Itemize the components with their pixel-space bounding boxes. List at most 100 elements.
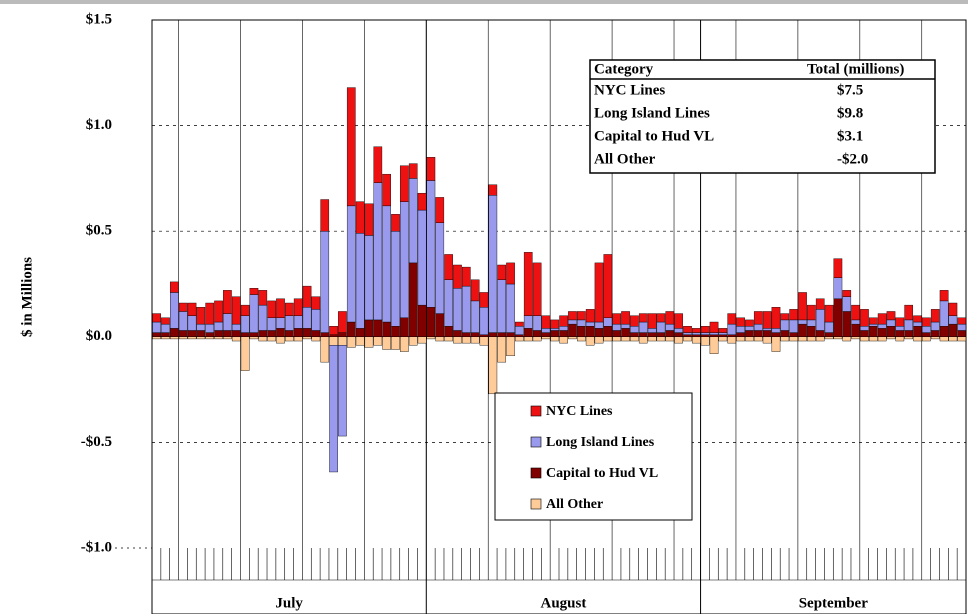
bar-segment [311, 309, 321, 331]
bar-segment [868, 336, 878, 342]
bar-segment [612, 323, 622, 331]
bar-segment [736, 326, 745, 333]
bar-segment [523, 315, 533, 329]
bar-segment [913, 315, 922, 323]
bar-segment [771, 328, 781, 333]
bar-segment [798, 336, 807, 342]
bar-segment [568, 311, 577, 321]
y-tick-label: $0.0 [86, 328, 112, 344]
bar-segment [311, 330, 321, 337]
bar-segment [285, 315, 294, 331]
bar-segment [930, 336, 940, 340]
bar-segment [169, 328, 179, 337]
table-cell: $3.1 [837, 128, 863, 144]
bar-segment [240, 332, 250, 337]
bar-segment [435, 222, 445, 314]
bar-segment [515, 326, 524, 335]
month-label: August [540, 595, 586, 611]
bar-segment [161, 323, 170, 333]
bar-segment [249, 336, 259, 340]
bar-segment [320, 336, 330, 363]
bar-segment [223, 313, 232, 331]
bar-segment [338, 332, 347, 337]
bar-segment [276, 328, 285, 337]
bar-segment [594, 336, 604, 344]
table-cell: $9.8 [837, 105, 863, 121]
bar-segment [860, 309, 869, 327]
bar-segment [851, 304, 860, 321]
bar-segment [683, 332, 692, 335]
bar-segment [488, 184, 498, 196]
bar-segment [417, 336, 427, 344]
bar-segment [603, 326, 613, 337]
bar-segment [833, 298, 843, 337]
bar-segment [851, 323, 860, 337]
bar-segment [329, 326, 338, 335]
bar-segment [842, 290, 852, 297]
bar-segment [842, 296, 852, 312]
bar-segment [532, 262, 542, 316]
bar-segment [895, 330, 905, 337]
bar-segment [382, 173, 391, 207]
bar-segment [453, 330, 462, 337]
bar-segment [789, 309, 798, 321]
legend-swatch [530, 467, 542, 479]
bar-segment [258, 290, 268, 306]
bar-segment [718, 328, 728, 333]
bar-segment [258, 336, 268, 342]
y-tick-label: $1.0 [86, 117, 112, 133]
bar-segment [346, 336, 356, 348]
bar-segment [497, 264, 507, 280]
bar-segment [745, 319, 754, 327]
bar-segment [798, 323, 807, 337]
bar-segment [709, 334, 719, 337]
bar-segment [435, 197, 445, 223]
bar-segment [329, 336, 338, 346]
bar-segment [161, 317, 170, 325]
bar-segment [364, 235, 374, 321]
bar-segment [240, 315, 250, 333]
bar-segment [258, 330, 268, 337]
bar-segment [373, 319, 383, 337]
bar-segment [276, 298, 285, 318]
bar-segment [948, 323, 958, 337]
bar-segment [621, 311, 630, 325]
bar-segment [249, 288, 259, 295]
bar-segment [479, 334, 489, 337]
bar-segment [860, 330, 869, 337]
bar-segment [506, 262, 515, 285]
bar-segment [320, 199, 330, 232]
bar-segment [807, 304, 816, 321]
bar-segment [957, 336, 967, 342]
bar-segment [674, 336, 683, 344]
bar-segment [346, 205, 356, 323]
bar-segment [576, 326, 586, 337]
bar-segment [515, 334, 524, 337]
bar-segment [762, 311, 772, 329]
table-cell: Capital to Hud VL [594, 128, 714, 144]
legend-label: Long Island Lines [546, 435, 655, 450]
bar-segment [948, 315, 958, 325]
bar-segment [576, 319, 586, 327]
legend-label: NYC Lines [546, 404, 613, 419]
bar-segment [638, 313, 648, 323]
bar-segment [718, 334, 728, 337]
bar-segment [807, 319, 816, 327]
bar-segment [302, 328, 312, 337]
bar-segment [258, 304, 268, 331]
bar-segment [302, 285, 312, 308]
bar-segment [771, 332, 781, 337]
table-cell: NYC Lines [594, 82, 665, 98]
bar-segment [285, 302, 294, 316]
bar-segment [833, 336, 843, 340]
bar-segment [886, 319, 896, 327]
bar-segment [868, 326, 878, 337]
bar-segment [178, 302, 188, 312]
bar-segment [276, 317, 285, 329]
bar-segment [400, 201, 409, 318]
bar-segment [736, 317, 745, 327]
bar-segment [780, 313, 790, 321]
bar-segment [426, 307, 436, 337]
